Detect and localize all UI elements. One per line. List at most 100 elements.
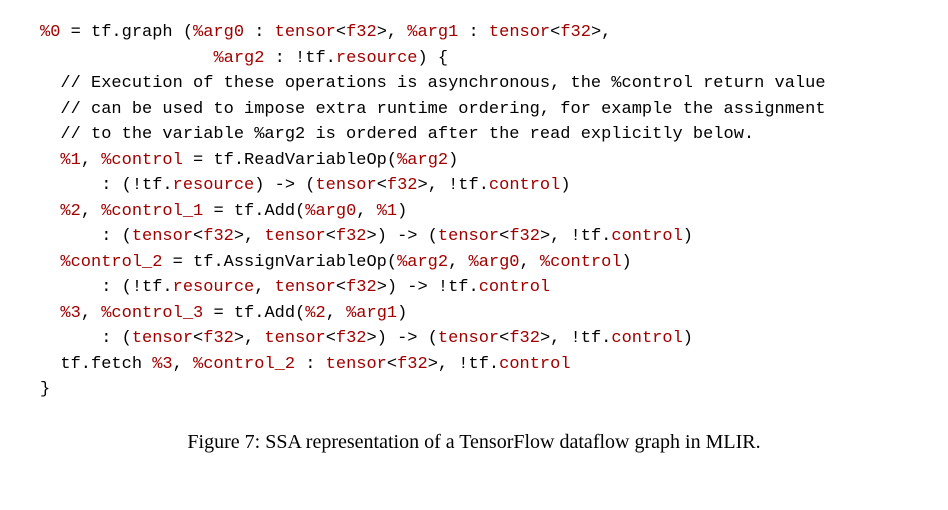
- code-token-highlight: tensor: [132, 329, 193, 348]
- code-token-highlight: f32: [203, 227, 234, 246]
- code-token: ) -> (: [254, 176, 315, 195]
- code-token: tf.fetch: [40, 355, 152, 374]
- code-token: = tf.ReadVariableOp(: [183, 151, 397, 170]
- code-token: [40, 202, 60, 221]
- code-token-highlight: %3: [152, 355, 172, 374]
- code-token: >) -> (: [367, 227, 438, 246]
- code-token-highlight: tensor: [438, 227, 499, 246]
- code-token: [40, 151, 60, 170]
- code-token-highlight: f32: [509, 227, 540, 246]
- code-token: :: [295, 355, 326, 374]
- code-token-highlight: %control_2: [60, 253, 162, 272]
- code-token-highlight: f32: [346, 278, 377, 297]
- code-token-highlight: %1: [60, 151, 80, 170]
- code-token: ): [560, 176, 570, 195]
- code-token-highlight: control: [479, 278, 550, 297]
- code-token-highlight: tensor: [326, 355, 387, 374]
- code-token: <: [499, 227, 509, 246]
- code-token-highlight: control: [611, 227, 682, 246]
- code-token: <: [336, 23, 346, 42]
- code-token: <: [193, 329, 203, 348]
- code-token: : (: [40, 227, 132, 246]
- code-token: // can be used to impose extra runtime o…: [40, 100, 826, 119]
- code-token: >, !tf.: [540, 227, 611, 246]
- code-token-highlight: %arg1: [407, 23, 458, 42]
- code-token: ): [397, 202, 407, 221]
- code-token-highlight: %arg0: [469, 253, 520, 272]
- code-token-highlight: control: [489, 176, 560, 195]
- code-listing: %0 = tf.graph (%arg0 : tensor<f32>, %arg…: [40, 20, 908, 403]
- code-token: <: [326, 329, 336, 348]
- code-token: ) {: [418, 49, 449, 68]
- code-token: <: [550, 23, 560, 42]
- code-token: : !tf.: [264, 49, 335, 68]
- code-token-highlight: tensor: [132, 227, 193, 246]
- code-token: ): [397, 304, 407, 323]
- code-token-highlight: f32: [387, 176, 418, 195]
- code-token-highlight: f32: [336, 329, 367, 348]
- code-token-highlight: f32: [397, 355, 428, 374]
- code-token-highlight: %arg2: [397, 253, 448, 272]
- code-token: ,: [520, 253, 540, 272]
- code-token-highlight: f32: [336, 227, 367, 246]
- code-token: [40, 49, 213, 68]
- code-token: }: [40, 380, 50, 399]
- code-token-highlight: %control_3: [101, 304, 203, 323]
- code-token-highlight: f32: [560, 23, 591, 42]
- code-token-highlight: tensor: [315, 176, 376, 195]
- code-token-highlight: control: [499, 355, 570, 374]
- code-token: <: [499, 329, 509, 348]
- code-token: >,: [591, 23, 611, 42]
- code-token-highlight: f32: [509, 329, 540, 348]
- code-token: ,: [254, 278, 274, 297]
- code-token-highlight: f32: [203, 329, 234, 348]
- code-token: <: [336, 278, 346, 297]
- code-token-highlight: %0: [40, 23, 60, 42]
- code-token-highlight: %control: [540, 253, 622, 272]
- code-token-highlight: %arg2: [213, 49, 264, 68]
- code-token: >,: [234, 329, 265, 348]
- code-token-highlight: %arg0: [305, 202, 356, 221]
- code-token: >) -> !tf.: [377, 278, 479, 297]
- code-token: ,: [81, 202, 101, 221]
- code-token: ): [622, 253, 632, 272]
- code-token: ,: [448, 253, 468, 272]
- code-token: = tf.Add(: [203, 304, 305, 323]
- code-token: ,: [356, 202, 376, 221]
- code-token: [40, 304, 60, 323]
- code-token: ): [448, 151, 458, 170]
- code-token: // to the variable %arg2 is ordered afte…: [40, 125, 754, 144]
- code-token: : (!tf.: [40, 176, 173, 195]
- code-token-highlight: f32: [346, 23, 377, 42]
- code-token-highlight: %3: [60, 304, 80, 323]
- code-token-highlight: tensor: [438, 329, 499, 348]
- code-token: ,: [173, 355, 193, 374]
- code-token-highlight: %arg0: [193, 23, 244, 42]
- code-token: <: [377, 176, 387, 195]
- code-token: ,: [326, 304, 346, 323]
- code-token-highlight: tensor: [264, 329, 325, 348]
- code-token: >, !tf.: [540, 329, 611, 348]
- code-token: >,: [234, 227, 265, 246]
- code-token: : (!tf.: [40, 278, 173, 297]
- code-token: :: [458, 23, 489, 42]
- code-token: <: [193, 227, 203, 246]
- code-token: = tf.Add(: [203, 202, 305, 221]
- figure-caption: Figure 7: SSA representation of a Tensor…: [40, 431, 908, 454]
- code-token-highlight: control: [611, 329, 682, 348]
- code-token: : (: [40, 329, 132, 348]
- code-token: :: [244, 23, 275, 42]
- code-token: // Execution of these operations is asyn…: [40, 74, 826, 93]
- code-token-highlight: resource: [336, 49, 418, 68]
- code-token-highlight: %arg2: [397, 151, 448, 170]
- code-token: = tf.AssignVariableOp(: [162, 253, 397, 272]
- code-token-highlight: %arg1: [346, 304, 397, 323]
- code-token: = tf.graph (: [60, 23, 193, 42]
- code-token-highlight: resource: [173, 278, 255, 297]
- code-token-highlight: %control_2: [193, 355, 295, 374]
- code-token-highlight: tensor: [275, 278, 336, 297]
- code-token-highlight: resource: [173, 176, 255, 195]
- code-token-highlight: %1: [377, 202, 397, 221]
- code-token: >) -> (: [367, 329, 438, 348]
- code-token: ,: [81, 304, 101, 323]
